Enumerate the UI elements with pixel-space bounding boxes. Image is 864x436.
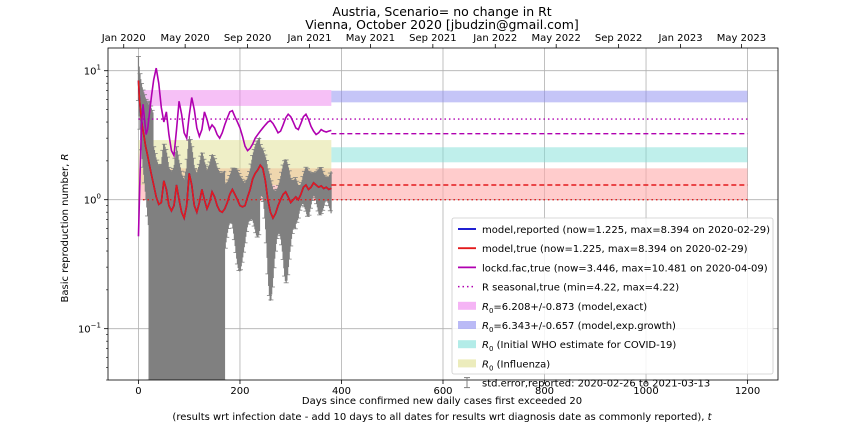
y-tick-label: 10−1 xyxy=(78,322,101,336)
y-tick-label: 101 xyxy=(84,64,101,78)
legend-band-symbol: R xyxy=(482,302,489,313)
x-axis-label-secondary-var: t xyxy=(708,412,713,423)
r0-band xyxy=(331,90,748,103)
legend-band-text: =6.343+/-0.657 (model,exp.growth) xyxy=(493,321,676,332)
y-axis-label-var: R xyxy=(60,154,71,161)
legend-label-band-4: R0 (Influenza) xyxy=(482,359,550,372)
top-tick-label: May 2021 xyxy=(346,33,395,44)
y-axis-label: Basic reproduction number, R xyxy=(60,154,71,303)
r0-band xyxy=(331,147,748,163)
y-tick-exp: 1 xyxy=(97,64,101,72)
legend-band-subscript: 0 xyxy=(489,326,493,334)
legend-band-subscript: 0 xyxy=(489,345,493,353)
top-tick-label: May 2022 xyxy=(532,33,581,44)
top-tick-label: Jan 2022 xyxy=(472,33,517,44)
series-line-3 xyxy=(137,67,332,237)
x-axis-label-secondary-text: (results wrt infection date - add 10 day… xyxy=(172,412,707,423)
series-line-2 xyxy=(137,80,332,221)
y-tick-base: 10 xyxy=(78,325,91,336)
x-tick-label: 400 xyxy=(332,386,351,397)
x-axis-label-secondary: (results wrt infection date - add 10 day… xyxy=(172,412,712,423)
legend-band-symbol: R xyxy=(482,340,489,351)
legend-band-subscript: 0 xyxy=(489,364,493,372)
y-tick-exp: −1 xyxy=(91,322,101,330)
legend-label-band-1: R0=6.208+/-0.873 (model,exact) xyxy=(482,302,647,315)
legend-label-errorbar: std.error,reported: 2020-02-26 to 2021-0… xyxy=(482,379,710,390)
x-tick-label: 800 xyxy=(535,386,554,397)
y-axis-label-text: Basic reproduction number, xyxy=(60,160,71,302)
r-band xyxy=(331,168,748,200)
x-tick-label: 200 xyxy=(230,386,249,397)
legend-band-swatch-3 xyxy=(458,340,476,349)
x-tick-label: 0 xyxy=(135,386,141,397)
legend-label-band-2: R0=6.343+/-0.657 (model,exp.growth) xyxy=(482,321,676,334)
y-tick-label: 100 xyxy=(84,193,101,207)
x-tick-label: 1000 xyxy=(633,386,658,397)
legend-label-series-3: lockd.fac,true (now=3.446, max=10.481 on… xyxy=(482,263,768,274)
x-axis-label: Days since confirmed new daily cases fir… xyxy=(302,396,582,407)
legend-label-series-1: model,reported (now=1.225, max=8.394 on … xyxy=(482,225,770,236)
top-tick-label: Sep 2021 xyxy=(409,33,456,44)
top-tick-label: Jan 2020 xyxy=(101,33,146,44)
legend-label-band-3: R0 (Initial WHO estimate for COVID-19) xyxy=(482,340,676,353)
top-tick-label: Sep 2022 xyxy=(595,33,642,44)
chart-subtitle: Vienna, October 2020 [jbudzin@gmail.com] xyxy=(305,17,579,32)
legend-band-symbol: R xyxy=(482,321,489,332)
chart-title: Austria, Scenario= no change in Rt xyxy=(332,4,551,19)
top-tick-label: May 2023 xyxy=(717,33,766,44)
top-tick-label: Jan 2023 xyxy=(658,33,703,44)
top-tick-label: Jan 2021 xyxy=(286,33,331,44)
legend-band-swatch-4 xyxy=(458,359,476,368)
top-tick-label: May 2020 xyxy=(160,33,209,44)
legend-box xyxy=(451,217,774,375)
legend-band-subscript: 0 xyxy=(489,307,493,315)
legend-band-swatch-2 xyxy=(458,321,476,329)
legend-band-text: (Influenza) xyxy=(493,359,550,370)
plot-inner xyxy=(108,48,778,380)
top-tick-label: Sep 2020 xyxy=(224,33,271,44)
legend-band-text: =6.208+/-0.873 (model,exact) xyxy=(493,302,647,313)
x-tick-label: 1200 xyxy=(735,386,760,397)
y-tick-exp: 0 xyxy=(97,193,101,201)
legend-label-seasonal: R seasonal,true (min=4.22, max=4.22) xyxy=(482,283,679,294)
x-tick-label: 600 xyxy=(433,386,452,397)
legend-band-symbol: R xyxy=(482,359,489,370)
legend-band-swatch-1 xyxy=(458,301,476,310)
y-tick-base: 10 xyxy=(84,67,97,78)
y-tick-base: 10 xyxy=(84,196,97,207)
r0-band xyxy=(138,90,332,106)
legend-label-series-2: model,true (now=1.225, max=8.394 on 2020… xyxy=(482,244,748,255)
legend-band-text: (Initial WHO estimate for COVID-19) xyxy=(493,340,676,351)
